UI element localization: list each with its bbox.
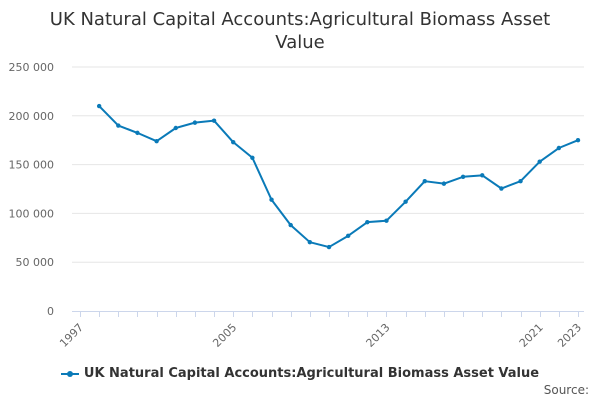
data-point [441,181,447,186]
data-point [250,155,255,160]
y-tick-label: 100 000 [9,207,55,220]
x-tick-label: 2005 [210,321,239,350]
data-point [403,199,408,204]
data-point [116,123,121,128]
series-layer [96,103,581,250]
source-credit: Source: [543,383,589,397]
x-tick-label: 2023 [555,321,584,350]
data-point [384,218,389,223]
data-point [192,120,198,125]
y-tick-label: 250 000 [9,61,55,74]
data-point [460,174,466,179]
data-point [556,145,562,151]
data-point [422,178,427,184]
x-axis: 1997 2005 2013 2021 2023 [57,311,584,350]
data-point [211,118,217,123]
data-point [288,222,293,228]
y-axis-tick-labels: 0 50 000 100 000 150 000 200 000 250 000 [9,61,55,318]
data-point [269,197,274,202]
x-tick-label: 2013 [364,321,393,350]
data-point [154,138,159,144]
data-point [365,219,370,225]
data-point [307,239,313,245]
series-line [98,105,579,249]
chart-title: UK Natural Capital Accounts:Agricultural… [49,9,551,53]
data-point [326,244,332,250]
data-point [499,186,504,191]
data-point [231,139,236,145]
y-tick-label: 200 000 [9,110,55,123]
data-point [345,233,351,239]
legend-series-symbol [60,370,79,377]
data-point [173,125,178,131]
gridlines [72,66,584,263]
data-point [537,159,542,164]
legend-series-label: UK Natural Capital Accounts:Agricultural… [83,366,540,381]
data-point [518,178,523,184]
data-point [575,138,581,143]
data-point [96,103,102,109]
y-tick-label: 50 000 [16,256,55,269]
y-tick-label: 150 000 [9,159,55,172]
y-tick-label: 0 [47,305,54,318]
data-point [135,130,140,136]
legend[interactable]: UK Natural Capital Accounts:Agricultural… [0,366,600,381]
data-point [480,173,485,178]
x-tick-label: 1997 [57,321,86,350]
x-tick-label: 2021 [517,321,546,350]
